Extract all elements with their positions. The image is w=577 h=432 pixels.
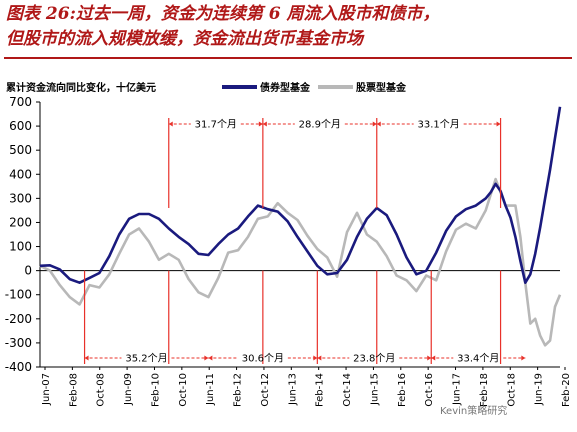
top-interval-label: 33.1个月 [418,119,460,131]
y-tick-label: 200 [9,215,32,229]
y-tick-label: -300 [5,336,32,350]
top-interval-label: 31.7个月 [195,119,237,131]
bottom-interval-label: 23.8个月 [353,353,395,365]
interval-arrowhead [431,355,436,361]
interval-arrowhead [208,355,213,361]
y-tick-label: 300 [9,191,32,205]
interval-arrowhead [521,355,526,361]
equity-fund-line [39,177,562,347]
interval-arrowhead [204,355,209,361]
interval-arrowhead [84,355,89,361]
top-interval-label: 28.9个月 [299,119,341,131]
chart-title: 图表 26:过去一周，资金为连续第 6 周流入股市和债市， 但股市的流入规模放缓… [6,2,572,52]
y-tick-label: 0 [24,264,32,278]
x-tick-label: Feb-18 [479,373,490,407]
x-tick-label: Feb-20 [561,373,572,407]
x-tick-label: Jun-15 [369,373,380,406]
title-rule [4,57,572,59]
y-tick-label: 100 [9,240,32,254]
bottom-interval-label: 35.2个月 [125,353,167,365]
interval-arrowhead [376,121,381,127]
x-tick-label: Oct-12 [260,373,271,407]
interval-arrowhead [262,121,267,127]
x-tick-label: Feb-16 [397,373,408,407]
y-tick-label: 600 [9,119,32,133]
unit-label: 累计资金流向同比变化，十亿美元 [6,81,156,94]
legend-equity-label: 股票型基金 [356,81,407,94]
interval-arrowhead [427,355,432,361]
x-tick-label: Oct-08 [96,373,107,407]
x-tick-label: Jun-11 [205,373,216,406]
y-tick-label: -400 [5,360,32,374]
x-tick-label: Feb-14 [315,373,326,407]
x-tick-label: Oct-16 [424,373,435,407]
title-line-1: 图表 26:过去一周，资金为连续第 6 周流入股市和债市， [6,4,440,24]
bottom-interval-label: 30.6个月 [242,353,284,365]
watermark: Kevin策略研究 [440,406,508,417]
x-tick-label: Jun-09 [123,373,134,406]
y-tick-label: -100 [5,288,32,302]
y-tick-label: 700 [9,95,32,109]
interval-arrowhead [313,355,318,361]
x-tick-label: Feb-12 [233,373,244,407]
legend: 债券型基金 股票型基金 [222,81,407,94]
interval-arrowhead [258,121,263,127]
x-tick-label: Oct-14 [342,373,353,407]
interval-arrowhead [372,121,377,127]
x-tick-label: Jun-19 [534,373,545,406]
x-tick-label: Jun-07 [41,373,52,406]
title-line-2: 但股市的流入规模放缓，资金流出货币基金市场 [6,29,363,49]
y-tick-label: 500 [9,143,32,157]
interval-arrowhead [168,121,173,127]
interval-arrowhead [496,121,501,127]
y-tick-label: 400 [9,167,32,181]
legend-bond-label: 债券型基金 [260,81,311,94]
x-tick-label: Feb-08 [68,373,79,407]
x-tick-label: Oct-18 [506,373,517,407]
y-tick-label: -200 [5,312,32,326]
interval-arrowhead [317,355,322,361]
x-tick-label: Feb-10 [150,373,161,407]
x-tick-label: Oct-10 [178,373,189,407]
x-tick-label: Jun-13 [287,373,298,406]
bond-fund-line [39,106,562,284]
x-tick-label: Jun-17 [452,373,463,406]
bottom-interval-label: 33.4个月 [457,353,499,365]
